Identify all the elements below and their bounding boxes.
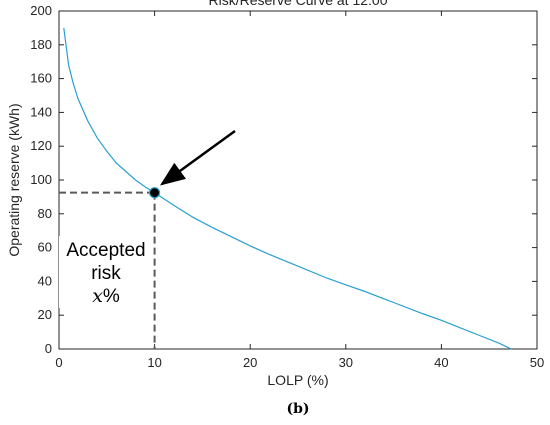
annotation-line-3: x% bbox=[92, 285, 120, 307]
y-tick-label: 60 bbox=[38, 240, 52, 255]
pointer-arrow bbox=[159, 129, 236, 186]
annotation-variable: x bbox=[92, 285, 103, 307]
x-tick-label: 0 bbox=[55, 355, 62, 370]
y-tick-label: 100 bbox=[30, 172, 52, 187]
series-group bbox=[63, 27, 512, 350]
annotation-line-1: Accepted bbox=[66, 240, 145, 261]
y-tick-label: 80 bbox=[38, 206, 52, 221]
y-tick-label: 180 bbox=[30, 37, 52, 52]
y-axis-label: Operating reserve (kWh) bbox=[6, 103, 22, 256]
plot-axes: 0 10 20 30 40 50 0 20 40 60 80 100 120 140 160 180 200 LO… bbox=[6, 3, 544, 388]
y-tick-label: 20 bbox=[38, 307, 52, 322]
x-tick-label: 40 bbox=[434, 355, 448, 370]
x-axis-label: LOLP (%) bbox=[267, 372, 328, 388]
y-tick-label: 40 bbox=[38, 273, 52, 288]
annotation-background bbox=[59, 236, 152, 308]
annotation-line-2: risk bbox=[91, 263, 121, 284]
y-tick-label: 160 bbox=[30, 71, 52, 86]
x-tick-label: 10 bbox=[147, 355, 161, 370]
y-tick-label: 140 bbox=[30, 104, 52, 119]
figure-caption: (b) bbox=[286, 401, 309, 417]
risk-reserve-curve bbox=[63, 27, 512, 350]
y-tick-label: 120 bbox=[30, 138, 52, 153]
y-tick-label: 0 bbox=[45, 341, 52, 356]
chart-title: Risk/Reserve Curve at 12:00 bbox=[209, 0, 388, 8]
operating-point-marker bbox=[149, 187, 161, 199]
guide-lines bbox=[59, 191, 156, 349]
y-tick-label: 200 bbox=[30, 3, 52, 18]
x-tick-label: 20 bbox=[243, 355, 257, 370]
x-tick-label: 30 bbox=[339, 355, 353, 370]
annotation-percent: % bbox=[103, 286, 120, 307]
x-tick-label: 50 bbox=[530, 355, 544, 370]
